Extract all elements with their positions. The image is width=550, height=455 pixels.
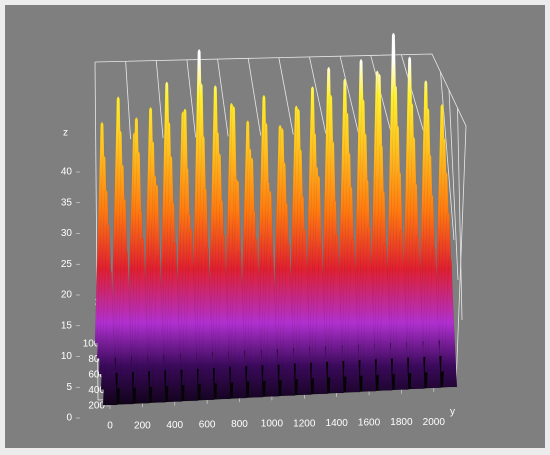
y-tick-label: 1800 <box>390 417 413 428</box>
z-tick-label: 10 <box>61 351 73 362</box>
spike <box>329 233 344 394</box>
y-tick-label: 2000 <box>423 417 446 428</box>
z-tick-label: 15 <box>61 320 73 331</box>
z-axis-label: z <box>63 128 68 139</box>
z-tick-label: 5 <box>66 382 72 393</box>
y-tick-label: 800 <box>231 419 248 430</box>
side-grid-line <box>440 71 455 241</box>
side-grid-line <box>448 89 459 281</box>
spike <box>280 242 296 396</box>
spike <box>442 258 458 388</box>
y-tick-label: 1600 <box>358 418 381 429</box>
spike <box>394 229 409 390</box>
y-tick-label: 1400 <box>326 418 349 429</box>
spike <box>216 233 231 400</box>
spike <box>297 228 312 395</box>
spike <box>264 255 280 397</box>
y-tick-label: 600 <box>199 419 216 430</box>
x-tick-label: 800 <box>88 354 105 365</box>
spike <box>135 237 150 404</box>
spike <box>378 243 393 391</box>
spike <box>199 246 215 401</box>
back-grid-line <box>309 56 327 134</box>
z-tick-label: 20 <box>61 290 73 301</box>
spike <box>102 270 118 406</box>
y-axis-label: y <box>450 407 455 418</box>
y-tick-label: 400 <box>166 420 183 431</box>
side-grid-line <box>457 107 463 321</box>
spike <box>167 241 182 402</box>
y-tick-label: 200 <box>134 420 151 431</box>
z-tick-label: 40 <box>61 167 73 178</box>
back-grid-line <box>155 60 164 139</box>
back-grid-line <box>278 57 294 135</box>
spike <box>361 225 377 392</box>
spike <box>248 237 263 398</box>
spike <box>410 235 425 389</box>
z-tick-label: 30 <box>61 228 73 239</box>
back-grid-line <box>186 59 197 138</box>
spike <box>183 228 199 401</box>
x-tick-label: 400 <box>88 385 105 396</box>
back-grid-line <box>217 59 229 137</box>
z-tick-label: 35 <box>61 197 73 208</box>
spike <box>345 238 361 393</box>
y-tick-label: 1000 <box>261 419 284 430</box>
z-tick-label: 25 <box>61 259 73 270</box>
back-grid-line <box>339 56 359 133</box>
y-tick-label: 0 <box>107 421 113 432</box>
back-grid-line <box>400 54 424 132</box>
x-tick-label: 200 <box>88 401 105 412</box>
spike <box>426 246 442 389</box>
spike <box>313 246 328 395</box>
z-tick-label: 0 <box>66 413 72 424</box>
y-tick-label: 1200 <box>293 418 316 429</box>
spike <box>232 250 247 399</box>
back-grid-line <box>125 61 131 140</box>
x-tick-label: 600 <box>88 370 105 381</box>
x-tick-label: 1000 <box>83 339 106 350</box>
spike <box>151 255 166 403</box>
spike <box>118 250 134 405</box>
back-grid-line <box>247 58 262 136</box>
